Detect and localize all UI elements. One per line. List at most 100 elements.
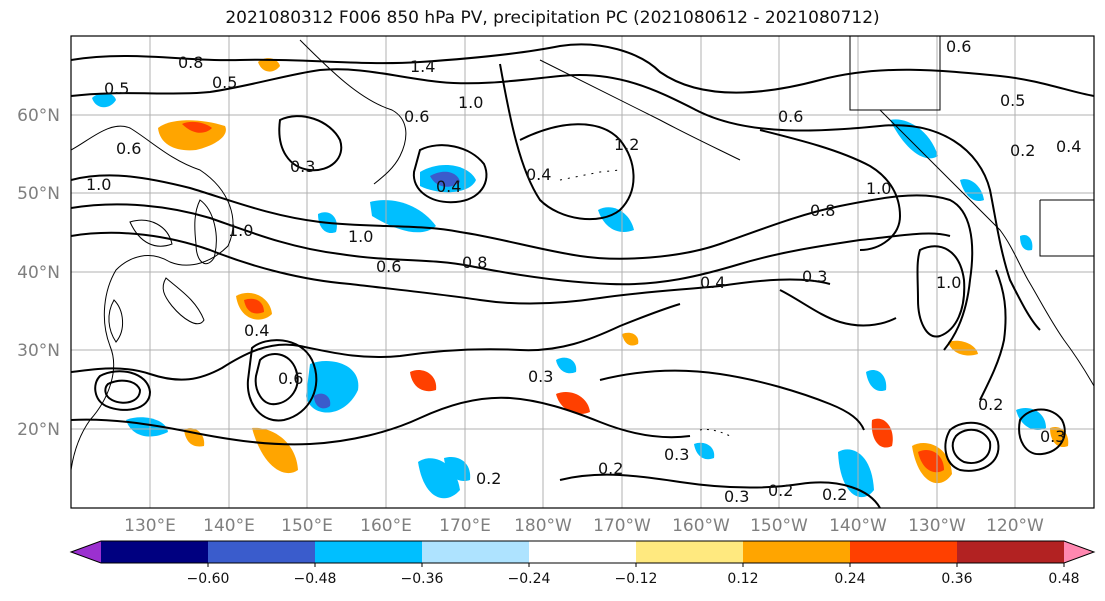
lat-label: 40°N [17,263,60,283]
colorbar-tick-label: −0.24 [508,571,551,587]
contour-label: 0.6 [946,37,971,56]
contour-label: 0.8 [178,53,203,72]
lon-label: 120°W [986,516,1044,536]
contour-label: 0.3 [664,445,689,464]
lat-label: 50°N [17,184,60,204]
colorbar-segment [101,541,209,563]
contour-label: 0.5 [1000,91,1025,110]
precip-positive-patch [871,418,893,448]
colorbar-extend-max [1064,541,1094,563]
contour-label: 0.8 [810,201,835,220]
contour-label: 0.3 [724,487,749,506]
colorbar-tick-label: 0.48 [1048,571,1079,587]
contour-label: 0.4 [1056,137,1081,156]
colorbar-segment [208,541,316,563]
contour-label: 0.2 [978,395,1003,414]
colorbar-extend-min [71,541,101,563]
contour-label: 1.2 [614,135,639,154]
colorbar-segment [315,541,423,563]
precipitation-shading [92,58,1069,499]
contour-label: 0.4 [526,165,551,184]
contour-label: 0.8 [462,253,487,272]
precip-negative-patch [556,357,577,374]
contour-label: 0.2 [768,481,793,500]
lat-label: 60°N [17,106,60,126]
precip-negative-patch [694,442,715,460]
contour-label: 1.0 [86,175,111,194]
lat-label: 30°N [17,341,60,361]
colorbar: −0.60 −0.48 −0.36 −0.24 −0.12 0.12 0.24 0.36 0.4… [69,540,1096,587]
contour-label: 0.3 [528,367,553,386]
graticule [71,36,1094,508]
precip-positive-patch [622,332,639,346]
contour-label: 1.0 [458,93,483,112]
contour-label: 0.2 [598,459,623,478]
colorbar-segment [957,541,1065,563]
lon-label: 170°E [439,516,491,536]
precip-positive-patch [556,392,590,414]
colorbar-segment [422,541,530,563]
colorbar-segment [850,541,958,563]
contour-label: 0.5 [212,73,237,92]
colorbar-segment [636,541,744,563]
lon-label: 140°E [203,516,255,536]
lon-label: 180°W [514,516,572,536]
contour-label: 0.4 [700,273,725,292]
precip-negative-patch [92,92,116,108]
precip-negative-patch [866,370,887,392]
lon-label: 150°E [281,516,333,536]
colorbar-segment [529,541,637,563]
contour-label: 1.0 [936,273,961,292]
precip-positive-patch [1050,426,1069,448]
colorbar-tick-label: 0.12 [727,571,758,587]
contour-label: 1.0 [866,179,891,198]
contour-label: 0.3 [802,267,827,286]
lon-label: 130°W [908,516,966,536]
colorbar-tick-label: −0.12 [615,571,658,587]
precip-negative-patch [890,119,938,159]
precip-negative-patch [1016,408,1046,430]
contour-label: 0.5 [104,79,129,98]
map-frame [70,35,1095,509]
precip-positive-patch [258,58,280,72]
pv-contours [71,43,1094,508]
colorbar-outline [69,540,1096,564]
contour-label: 0.4 [244,321,269,340]
contour-label: 0.6 [278,369,303,388]
precip-positive-patch [410,370,437,392]
contour-label: 1.0 [348,227,373,246]
colorbar-tick-label: −0.48 [294,571,337,587]
lon-label: 160°E [360,516,412,536]
contour-label: 1.4 [410,57,435,76]
lat-label: 20°N [17,420,60,440]
colorbar-tick-label: 0.36 [941,571,972,587]
lon-label: 130°E [124,516,176,536]
precip-positive-patch [252,427,298,474]
contour-label: 0.4 [436,177,461,196]
colorbar-segment [743,541,851,563]
lon-label: 150°W [750,516,808,536]
precip-negative-patch [314,393,331,409]
lon-label: 140°W [829,516,887,536]
latitude-labels: 60°N 50°N 40°N 30°N 20°N [17,106,60,440]
contour-label: 0.6 [778,107,803,126]
map-title: 2021080312 F006 850 hPa PV, precipitatio… [225,8,880,28]
lon-label: 170°W [593,516,651,536]
colorbar-tick-label: −0.36 [401,571,444,587]
precip-negative-patch [1020,234,1033,251]
precip-negative-patch [430,171,460,187]
contour-labels: 0.5 0.5 0.8 1.4 1.0 1.2 0.6 1.0 0.4 0.3 … [86,37,1081,506]
contour-label: 0.6 [116,139,141,158]
contour-label: 0.3 [1040,427,1065,446]
contour-label: 0.3 [290,157,315,176]
precip-positive-patch [244,298,264,314]
contour-label: 0.2 [476,469,501,488]
lon-label: 160°W [672,516,730,536]
precip-negative-patch [960,179,984,202]
precip-negative-patch [444,456,471,482]
precip-negative-patch [598,207,634,232]
precip-negative-patch [126,417,168,437]
contour-label: 0.6 [376,257,401,276]
colorbar-tick-label: 0.24 [834,571,865,587]
